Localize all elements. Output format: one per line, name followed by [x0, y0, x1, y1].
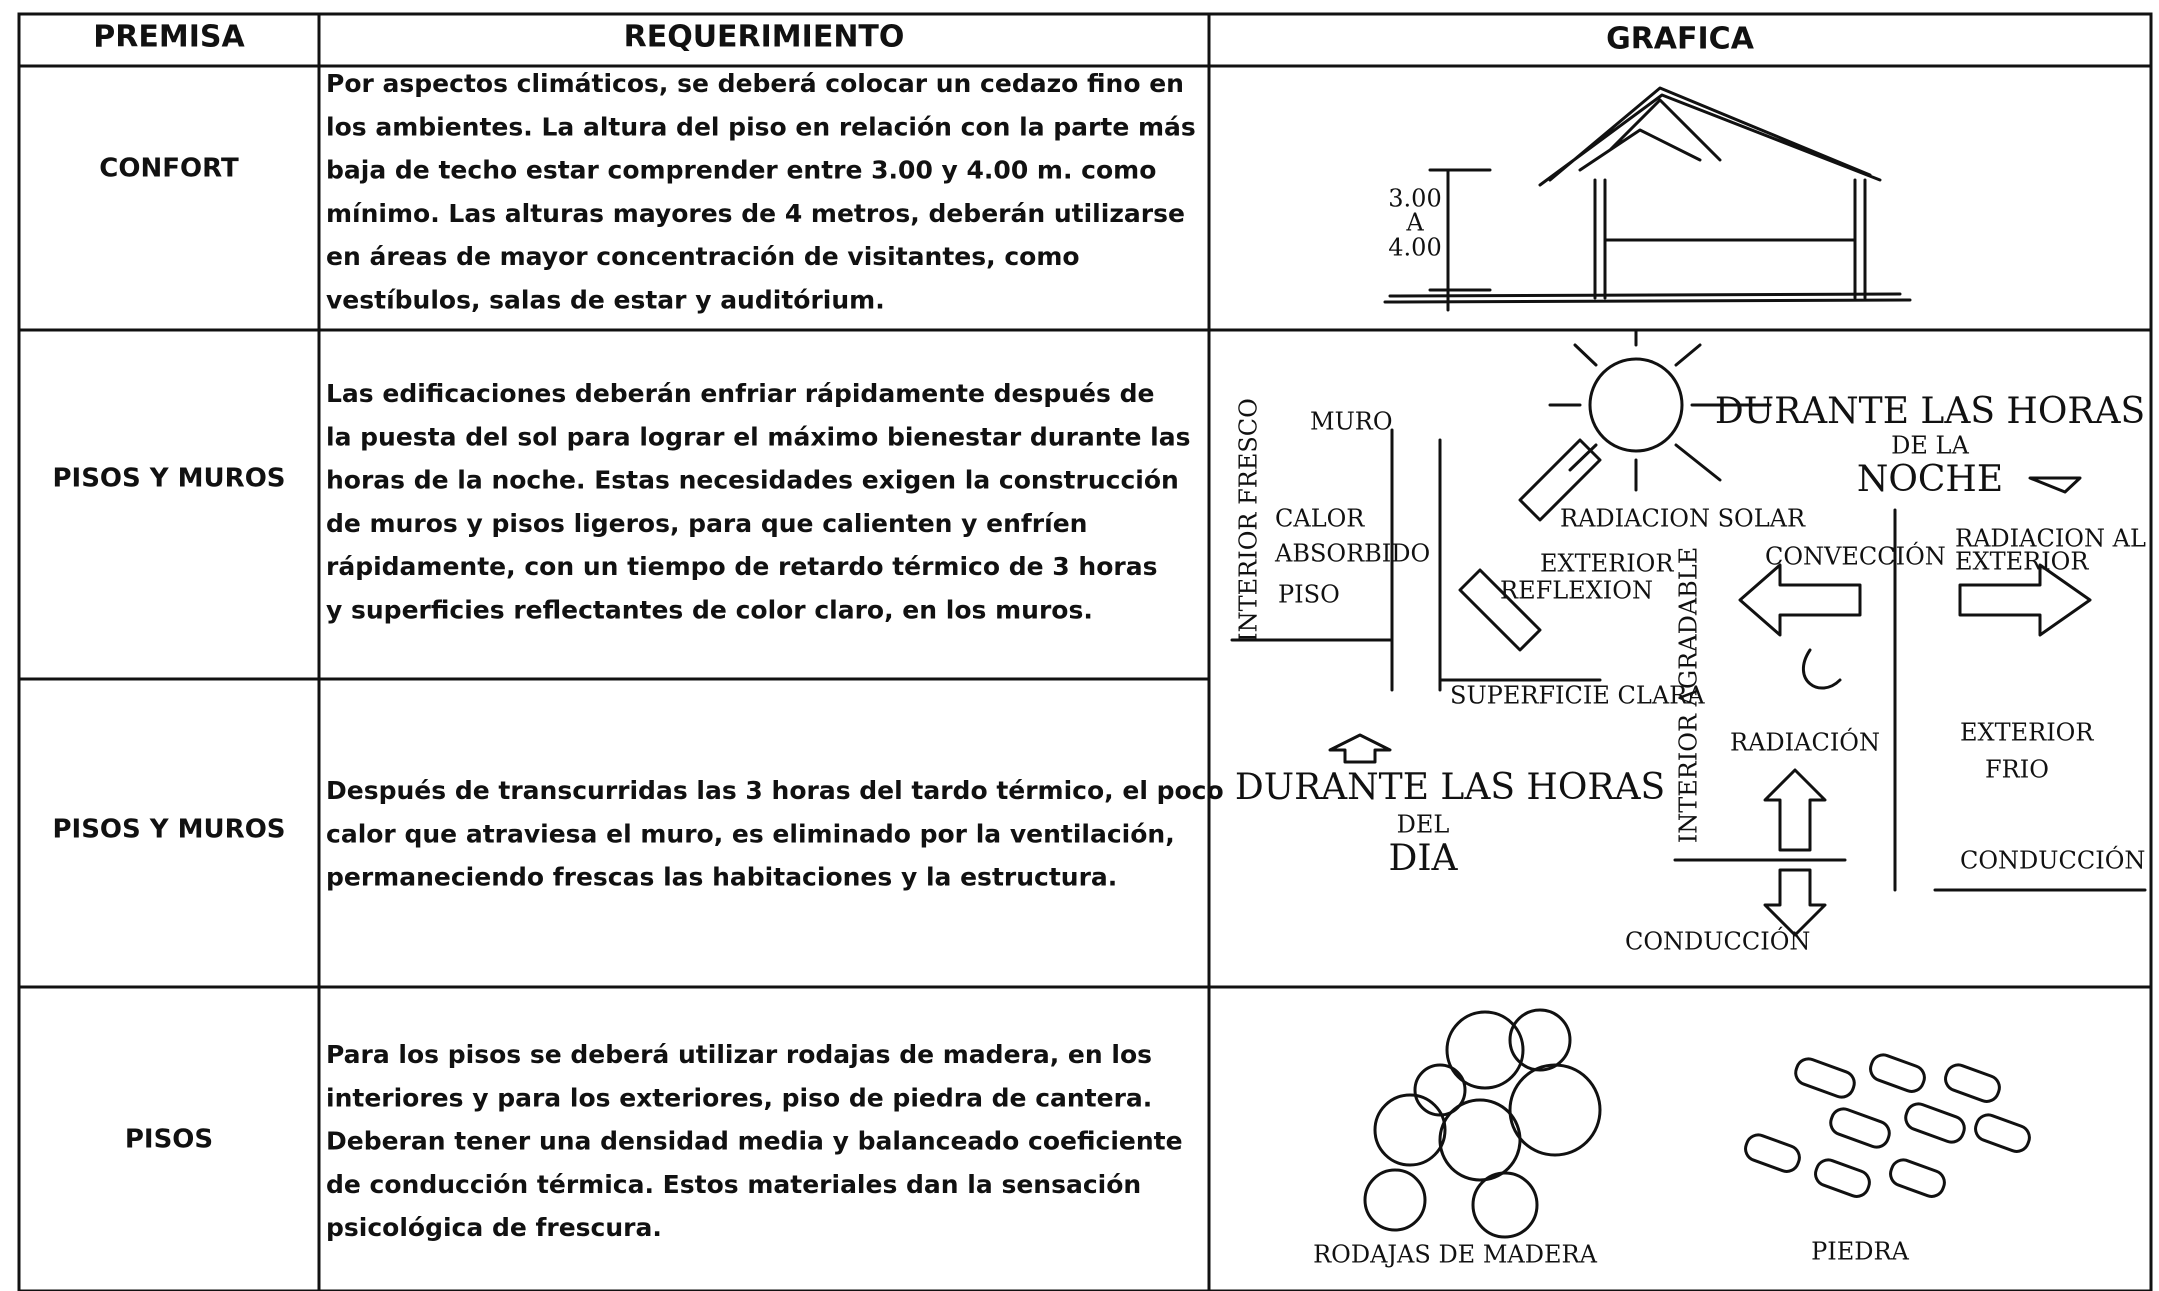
diagram-label: RADIACION SOLAR: [1560, 505, 1806, 533]
height-label: 3.00: [1388, 185, 1441, 213]
requerimiento-line: horas de la noche. Estas necesidades exi…: [326, 466, 1179, 495]
premisa: CONFORT: [99, 154, 239, 184]
requerimiento-line: en áreas de mayor concentración de visit…: [326, 242, 1080, 271]
stones: [1744, 1053, 2031, 1198]
diagram-label: CONDUCCIÓN: [1960, 846, 2145, 875]
requerimiento-line: Deberan tener una densidad media y balan…: [326, 1127, 1183, 1156]
requerimiento-line: rápidamente, con un tiempo de retardo té…: [326, 552, 1157, 581]
diagram-label: REFLEXION: [1500, 577, 1653, 605]
diagram-label: RADIACION AL: [1955, 525, 2146, 553]
day-title: DIA: [1388, 838, 1458, 879]
header: REQUERIMIENTO: [624, 20, 905, 55]
night-title: DE LA: [1891, 432, 1969, 460]
requerimiento-line: la puesta del sol para lograr el máximo …: [326, 422, 1191, 451]
material-label: PIEDRA: [1811, 1238, 1909, 1266]
night-title: NOCHE: [1857, 459, 2003, 500]
diagram-label: PISO: [1278, 581, 1340, 609]
diagram-label: INTERIOR AGRADABLE: [1675, 547, 1703, 844]
requerimiento-line: los ambientes. La altura del piso en rel…: [326, 112, 1196, 141]
diagram-label: EXTERIOR: [1960, 719, 2094, 747]
requerimiento-line: Por aspectos climáticos, se deberá coloc…: [326, 69, 1184, 98]
table-grid: [17, 12, 2153, 1291]
wood-slices: [1363, 1008, 1602, 1239]
thermal-sketch: [1230, 328, 2147, 937]
diagram-label: SUPERFICIE CLARA: [1450, 682, 1705, 710]
header: PREMISA: [93, 20, 245, 55]
diagram-label: EXTERIOR: [1955, 548, 2089, 576]
premisa: PISOS Y MUROS: [52, 464, 285, 494]
diagram-label: INTERIOR FRESCO: [1235, 398, 1263, 642]
height-label: 4.00: [1388, 234, 1441, 262]
diagram-label: FRIO: [1985, 756, 2049, 784]
premisa: PISOS Y MUROS: [52, 815, 285, 845]
requerimiento-line: permaneciendo frescas las habitaciones y…: [326, 863, 1117, 892]
height-label: A: [1405, 209, 1424, 237]
diagram-label: MURO: [1310, 408, 1393, 436]
diagram-label: CONVECCIÓN: [1765, 542, 1946, 571]
header: GRAFICA: [1606, 22, 1755, 57]
requerimiento-line: baja de techo estar comprender entre 3.0…: [326, 156, 1156, 185]
rows: CONFORT Por aspectos climáticos, se deber…: [52, 69, 1223, 1242]
table-border: [17, 12, 2153, 1291]
requerimiento-line: vestíbulos, salas de estar y auditórium.: [326, 286, 885, 315]
requerimiento-line: interiores y para los exteriores, piso d…: [326, 1083, 1152, 1112]
requerimiento-line: calor que atraviesa el muro, es eliminad…: [326, 819, 1175, 848]
diagram-label: ABSORBIDO: [1274, 540, 1430, 568]
requerimiento-line: de muros y pisos ligeros, para que calie…: [326, 509, 1087, 538]
requerimiento-line: y superficies reflectantes de color clar…: [326, 596, 1093, 625]
day-title: DURANTE LAS HORAS: [1235, 767, 1665, 808]
night-title: DURANTE LAS HORAS: [1715, 391, 2145, 432]
premisa: PISOS: [125, 1125, 213, 1155]
requerimiento-line: de conducción térmica. Estos materiales …: [326, 1170, 1141, 1199]
day-title: DEL: [1397, 811, 1450, 839]
diagram-label: EXTERIOR: [1540, 550, 1674, 578]
requerimiento-line: Después de transcurridas las 3 horas del…: [326, 776, 1224, 805]
requerimiento-line: Las edificaciones deberán enfriar rápida…: [326, 379, 1154, 408]
requerimiento-line: Para los pisos se deberá utilizar rodaja…: [326, 1040, 1152, 1069]
requerimiento-line: psicológica de frescura.: [326, 1213, 662, 1242]
house-sketch: [1383, 86, 1912, 312]
material-label: RODAJAS DE MADERA: [1313, 1241, 1597, 1269]
diagram-label: CONDUCCIÓN: [1625, 927, 1810, 956]
requerimiento-line: mínimo. Las alturas mayores de 4 metros,…: [326, 199, 1185, 228]
diagram-label: CALOR: [1275, 505, 1365, 533]
diagram-label: RADIACIÓN: [1730, 728, 1880, 757]
